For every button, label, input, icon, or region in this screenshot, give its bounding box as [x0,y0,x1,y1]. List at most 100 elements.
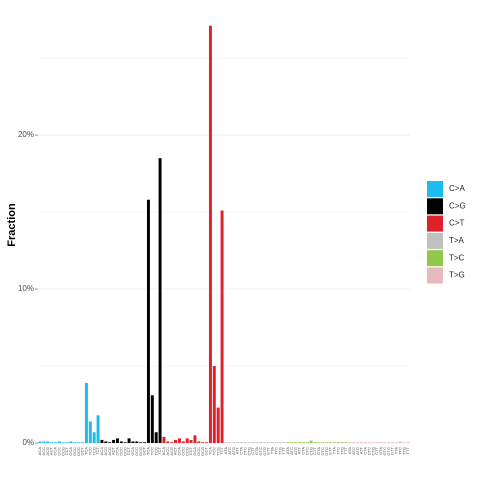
x-tick-label: ACA [99,447,104,456]
bar [309,440,313,443]
bar [290,442,294,443]
bar [371,442,375,443]
bar [61,442,65,443]
x-tick-label: CTG [308,447,313,455]
bar [344,442,348,443]
x-tick-label: GCT [142,446,147,455]
x-tick-label: CTG [246,447,251,455]
bar [301,442,305,443]
bar [243,442,247,443]
y-tick-label: 20% [18,130,34,139]
bar [387,442,391,443]
x-tick-label: ACT [49,446,54,455]
legend-label: T>A [449,236,465,245]
bar [220,210,224,443]
x-tick-label: TTG [339,447,344,455]
x-tick-label: ATC [289,447,294,455]
bar [193,435,197,443]
bar [340,442,344,443]
x-tick-label: ACA [37,447,42,456]
bar [216,407,220,443]
bar [247,442,251,443]
legend-swatch [427,181,443,197]
bar [232,442,236,443]
x-tick-label: GCG [76,447,81,456]
legend-swatch [427,267,443,284]
x-tick-label: CCA [177,447,182,456]
x-tick-label: ACC [103,447,108,456]
legend-swatch [427,232,443,249]
bar [286,442,290,443]
bar [270,442,274,443]
bar [96,415,100,443]
x-tick-label: CCG [184,447,189,456]
x-tick-label: CTT [374,446,379,454]
bar [367,442,371,443]
x-tick-label: GTC [382,447,387,456]
bar [38,441,42,443]
bar [356,442,360,443]
bar [363,442,367,443]
bar [50,442,54,443]
bar [282,442,286,443]
bar [325,442,329,443]
bar [69,441,73,443]
bar [329,442,333,443]
bar [154,432,158,443]
x-tick-label: TCC [87,447,92,455]
bar [100,439,104,443]
bar [170,442,174,443]
bar [189,439,193,443]
bar [259,442,263,443]
bar [177,438,181,443]
x-tick-label: GTG [262,447,267,456]
legend-swatch [427,215,443,232]
x-tick-label: ATT [235,446,240,454]
x-tick-label: CTG [370,447,375,455]
x-tick-label: ATA [347,447,352,455]
x-tick-label: GCT [204,446,209,455]
bar [53,442,57,443]
x-tick-label: GCG [138,447,143,456]
legend-label: C>A [449,184,465,193]
legend-swatch [427,250,443,267]
x-tick-label: GCA [192,447,197,456]
x-tick-label: ACG [45,447,50,456]
x-tick-label: ATC [351,447,356,455]
bar [406,442,410,443]
bar [375,442,379,443]
bar [158,158,162,443]
bar [174,439,178,443]
x-tick-label: GCG [200,447,205,456]
bar [108,442,112,443]
bar [263,442,267,443]
x-tick-label: GCC [72,447,77,456]
x-tick-label: TTG [277,447,282,455]
bar [294,442,298,443]
bar [143,442,147,443]
bar [104,441,108,443]
x-tick-label: CCG [122,447,127,456]
bar [383,442,387,443]
x-tick-label: CTC [366,447,371,455]
bar [278,442,282,443]
bar [391,442,395,443]
bar [77,442,81,443]
x-tick-label: CTC [304,447,309,455]
bar [73,442,77,443]
bar [348,442,352,443]
x-tick-label: GTT [328,446,333,455]
x-tick-label: CCC [56,447,61,456]
x-tick-label: GTA [378,447,383,455]
x-tick-label: TCG [215,447,220,455]
bar [92,432,96,443]
x-tick-label: GCA [68,447,73,456]
x-tick-label: GTG [324,447,329,456]
bar [123,442,127,443]
x-tick-label: ATA [223,447,228,455]
x-tick-label: TCG [91,447,96,455]
x-tick-label: CCA [53,447,58,456]
bar [274,442,278,443]
x-tick-label: CCC [180,447,185,456]
x-tick-label: TTT [405,446,410,454]
